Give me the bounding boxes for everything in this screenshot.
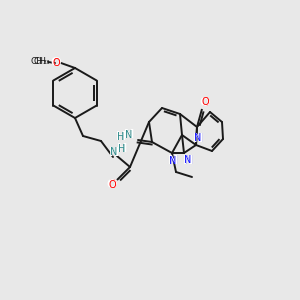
Text: O: O bbox=[107, 178, 117, 191]
Text: N: N bbox=[183, 154, 193, 166]
Text: N: N bbox=[193, 131, 203, 145]
Text: N: N bbox=[169, 156, 177, 166]
Text: H: H bbox=[117, 142, 127, 155]
Text: O: O bbox=[200, 95, 210, 109]
Text: CH₃: CH₃ bbox=[31, 58, 47, 67]
Text: N: N bbox=[125, 130, 133, 140]
Text: H: H bbox=[117, 132, 125, 142]
Text: H: H bbox=[118, 144, 126, 154]
Text: N: N bbox=[110, 147, 118, 157]
Text: N: N bbox=[183, 154, 193, 166]
Text: N: N bbox=[168, 154, 178, 167]
Text: CH₃: CH₃ bbox=[34, 58, 50, 67]
Text: N: N bbox=[124, 128, 134, 142]
Text: O: O bbox=[51, 56, 61, 70]
Text: O: O bbox=[52, 58, 60, 68]
Text: N: N bbox=[168, 154, 178, 167]
Text: O: O bbox=[52, 58, 60, 68]
Text: N: N bbox=[110, 146, 118, 158]
Text: O: O bbox=[108, 180, 116, 190]
Text: O: O bbox=[107, 178, 117, 191]
Text: O: O bbox=[200, 95, 210, 109]
Text: H: H bbox=[117, 132, 125, 142]
Text: H: H bbox=[116, 130, 126, 143]
Text: N: N bbox=[194, 133, 202, 143]
Text: N: N bbox=[184, 155, 192, 165]
Text: N: N bbox=[124, 128, 134, 142]
Text: H: H bbox=[118, 144, 126, 154]
Text: N: N bbox=[109, 146, 119, 158]
Text: O: O bbox=[201, 97, 209, 107]
Text: N: N bbox=[193, 131, 203, 145]
